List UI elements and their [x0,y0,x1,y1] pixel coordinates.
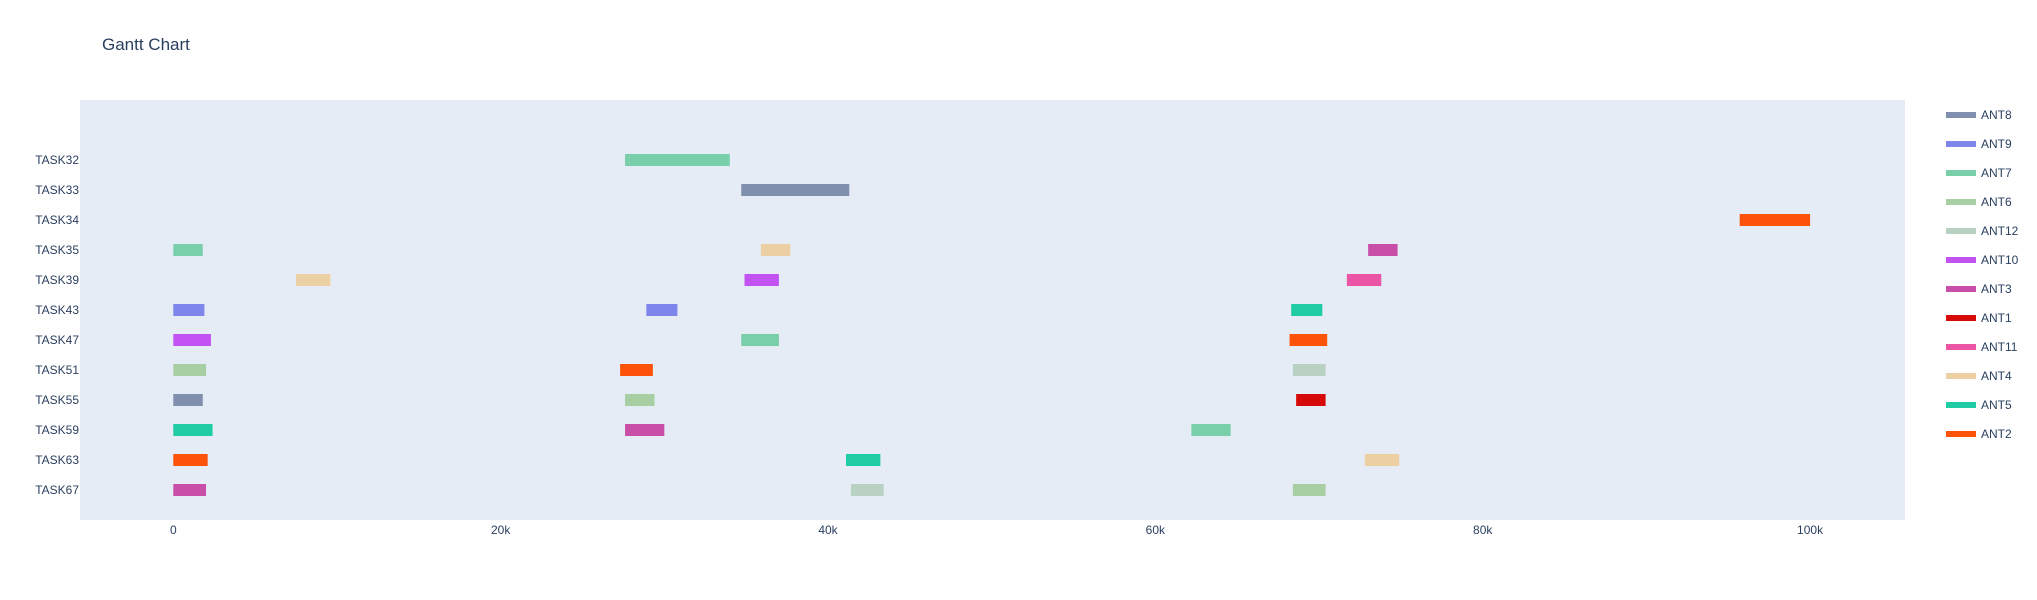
task-bar[interactable] [646,304,678,316]
legend-item[interactable]: ANT5 [1946,398,2012,412]
legend-item[interactable]: ANT3 [1946,282,2012,296]
legend-item[interactable]: ANT6 [1946,195,2012,209]
task-bar[interactable] [173,244,203,256]
task-bar[interactable] [173,394,203,406]
y-tick-label: TASK35 [35,243,79,257]
legend[interactable]: ANT8 ANT9 ANT7 ANT6 ANT12 ANT10 ANT3 ANT1 ANT11 A… [1946,108,2019,441]
legend-item[interactable]: ANT11 [1946,340,2018,354]
legend-item[interactable]: ANT8 [1946,108,2012,122]
legend-label: ANT1 [1981,311,2012,325]
task-bar[interactable] [173,424,213,436]
legend-item[interactable]: ANT10 [1946,253,2019,267]
legend-label: ANT8 [1981,108,2012,122]
task-bar[interactable] [173,334,211,346]
y-tick-label: TASK67 [35,483,79,497]
task-bar[interactable] [741,334,779,346]
task-bar[interactable] [760,244,791,256]
task-bar[interactable] [1291,304,1323,316]
task-bar[interactable] [1364,454,1400,466]
y-tick-label: TASK59 [35,423,79,437]
legend-label: ANT6 [1981,195,2012,209]
legend-swatch [1946,228,1976,234]
chart-title: Gantt Chart [102,35,190,54]
x-tick-label: 60k [1146,523,1166,537]
plot-area [80,100,1905,520]
task-bar[interactable] [625,154,730,166]
legend-label: ANT12 [1981,224,2019,238]
legend-swatch [1946,315,1976,321]
x-tick-label: 80k [1473,523,1493,537]
task-bar[interactable] [173,304,205,316]
y-tick-label: TASK39 [35,273,79,287]
legend-label: ANT10 [1981,253,2019,267]
y-tick-label: TASK55 [35,393,79,407]
y-tick-label: TASK47 [35,333,79,347]
legend-item[interactable]: ANT1 [1946,311,2012,325]
task-bar[interactable] [1368,244,1398,256]
x-axis-tick-labels: 0 20k 40k 60k 80k 100k [170,523,1824,537]
legend-item[interactable]: ANT2 [1946,427,2012,441]
legend-label: ANT5 [1981,398,2012,412]
task-bar[interactable] [620,364,653,376]
legend-swatch [1946,112,1976,118]
task-bar[interactable] [1191,424,1231,436]
task-bar[interactable] [744,274,779,286]
task-bar[interactable] [173,484,207,496]
legend-swatch [1946,199,1976,205]
y-tick-label: TASK34 [35,213,79,227]
task-bars [173,154,1811,496]
legend-label: ANT11 [1981,340,2018,354]
legend-swatch [1946,170,1976,176]
task-bar[interactable] [1739,214,1811,226]
y-tick-label: TASK51 [35,363,79,377]
legend-label: ANT4 [1981,369,2012,383]
task-bar[interactable] [1296,394,1326,406]
legend-label: ANT9 [1981,137,2012,151]
task-bar[interactable] [741,184,850,196]
x-tick-label: 20k [491,523,511,537]
task-bar[interactable] [850,484,884,496]
y-tick-label: TASK32 [35,153,79,167]
task-bar[interactable] [846,454,881,466]
legend-label: ANT7 [1981,166,2012,180]
legend-swatch [1946,257,1976,263]
task-bar[interactable] [296,274,331,286]
task-bar[interactable] [1292,364,1326,376]
y-tick-label: TASK43 [35,303,79,317]
task-bar[interactable] [1346,274,1382,286]
legend-item[interactable]: ANT4 [1946,369,2012,383]
legend-swatch [1946,402,1976,408]
task-bar[interactable] [1289,334,1328,346]
x-tick-label: 100k [1797,523,1824,537]
task-bar[interactable] [1292,484,1326,496]
x-tick-label: 0 [170,523,177,537]
task-bar[interactable] [173,364,207,376]
legend-label: ANT3 [1981,282,2012,296]
y-tick-label: TASK33 [35,183,79,197]
legend-label: ANT2 [1981,427,2012,441]
legend-swatch [1946,141,1976,147]
y-axis-tick-labels: TASK32 TASK33 TASK34 TASK35 TASK39 TASK43 TASK… [35,153,79,497]
legend-swatch [1946,431,1976,437]
legend-item[interactable]: ANT9 [1946,137,2012,151]
x-tick-label: 40k [818,523,838,537]
legend-item[interactable]: ANT7 [1946,166,2012,180]
legend-swatch [1946,286,1976,292]
task-bar[interactable] [625,394,655,406]
legend-swatch [1946,344,1976,350]
legend-item[interactable]: ANT12 [1946,224,2019,238]
y-tick-label: TASK63 [35,453,79,467]
task-bar[interactable] [173,454,208,466]
legend-swatch [1946,373,1976,379]
task-bar[interactable] [625,424,665,436]
